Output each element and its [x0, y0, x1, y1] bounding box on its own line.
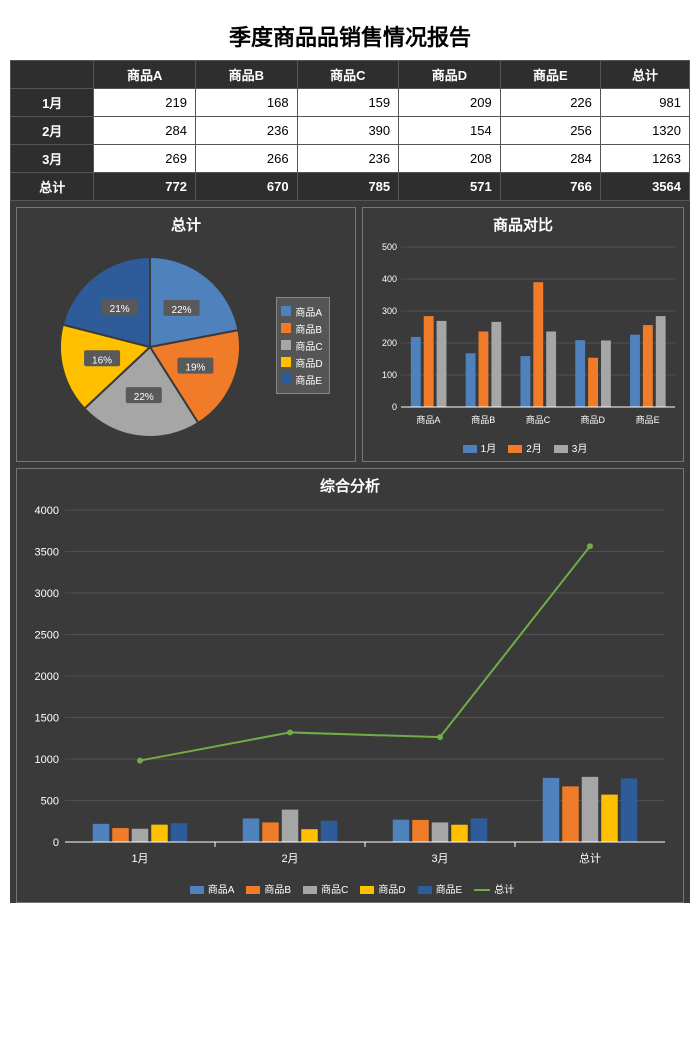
- report: 季度商品品销售情况报告 商品A商品B商品C商品D商品E总计 1月21916815…: [10, 10, 690, 903]
- table-row: 3月2692662362082841263: [11, 145, 690, 173]
- svg-text:商品B: 商品B: [471, 414, 495, 425]
- legend-item: 商品D: [356, 885, 405, 896]
- table-header: 总计: [600, 61, 689, 89]
- svg-text:19%: 19%: [186, 363, 206, 374]
- svg-text:0: 0: [53, 837, 59, 849]
- legend-item: 商品E: [281, 372, 322, 387]
- svg-text:4000: 4000: [35, 505, 59, 517]
- svg-text:商品A: 商品A: [416, 414, 440, 425]
- pie-panel: 总计 22% 19% 22% 16% 21% 商品A 商品B 商品C 商品D 商品E: [16, 207, 356, 462]
- svg-text:200: 200: [382, 338, 397, 348]
- legend-item: 1月: [459, 444, 497, 455]
- analysis-chart: 0 500 1000 1500 2000 2500 3000 3500 4000 1月 2月 3月 总计: [17, 502, 677, 872]
- table-row: 2月2842363901542561320: [11, 117, 690, 145]
- analysis-panel: 综合分析 0 500 1000 1500 2000 2500 3000 3500 4000 1月 2…: [16, 468, 684, 903]
- svg-text:22%: 22%: [134, 392, 154, 403]
- svg-text:300: 300: [382, 306, 397, 316]
- pie-chart: 22% 19% 22% 16% 21%: [42, 245, 272, 445]
- svg-text:3月: 3月: [431, 853, 448, 865]
- legend-item: 商品D: [281, 355, 322, 370]
- svg-text:商品D: 商品D: [581, 414, 606, 425]
- legend-item: 商品C: [299, 885, 348, 896]
- pie-legend: 商品A 商品B 商品C 商品D 商品E: [276, 297, 329, 394]
- table-header: 商品C: [297, 61, 399, 89]
- legend-item: 商品B: [281, 321, 322, 336]
- svg-text:3000: 3000: [35, 588, 59, 600]
- legend-item: 商品B: [242, 885, 291, 896]
- legend-item: 总计: [470, 885, 514, 896]
- compare-panel: 商品对比 0 100 200 300 400 500 商品A 商品B 商品C 商品D 商品E 1月 2…: [362, 207, 684, 462]
- svg-text:16%: 16%: [92, 355, 112, 366]
- compare-chart: 0 100 200 300 400 500 商品A 商品B 商品C 商品D 商品E: [363, 241, 683, 431]
- svg-text:2000: 2000: [35, 671, 59, 683]
- svg-text:2500: 2500: [35, 630, 59, 642]
- svg-text:总计: 总计: [579, 851, 601, 865]
- svg-text:22%: 22%: [172, 305, 192, 316]
- legend-item: 3月: [550, 444, 588, 455]
- legend-item: 商品A: [281, 304, 322, 319]
- svg-text:400: 400: [382, 274, 397, 284]
- svg-text:1000: 1000: [35, 754, 59, 766]
- svg-text:1500: 1500: [35, 713, 59, 725]
- table-header: 商品E: [500, 61, 600, 89]
- legend-item: 商品A: [186, 885, 235, 896]
- table-header: 商品A: [94, 61, 196, 89]
- table-header: [11, 61, 94, 89]
- pie-title: 总计: [17, 208, 355, 241]
- svg-text:100: 100: [382, 370, 397, 380]
- svg-text:0: 0: [392, 402, 397, 412]
- analysis-title: 综合分析: [17, 469, 683, 502]
- table-header: 商品B: [195, 61, 297, 89]
- compare-legend: 1月 2月 3月: [363, 436, 683, 461]
- svg-text:1月: 1月: [131, 853, 148, 865]
- svg-text:商品C: 商品C: [526, 414, 551, 425]
- svg-text:21%: 21%: [110, 304, 130, 315]
- svg-text:500: 500: [41, 796, 59, 808]
- svg-text:2月: 2月: [281, 853, 298, 865]
- legend-item: 商品E: [414, 885, 463, 896]
- sales-table: 商品A商品B商品C商品D商品E总计 1月2191681592092269812月…: [10, 60, 690, 201]
- svg-text:商品E: 商品E: [636, 414, 660, 425]
- analysis-legend: 商品A 商品B 商品C 商品D 商品E 总计: [17, 877, 683, 902]
- compare-title: 商品对比: [363, 208, 683, 241]
- svg-text:500: 500: [382, 242, 397, 252]
- legend-item: 2月: [504, 444, 542, 455]
- table-header: 商品D: [399, 61, 501, 89]
- legend-item: 商品C: [281, 338, 322, 353]
- svg-text:3500: 3500: [35, 547, 59, 559]
- table-row: 1月219168159209226981: [11, 89, 690, 117]
- page-title: 季度商品品销售情况报告: [10, 10, 690, 60]
